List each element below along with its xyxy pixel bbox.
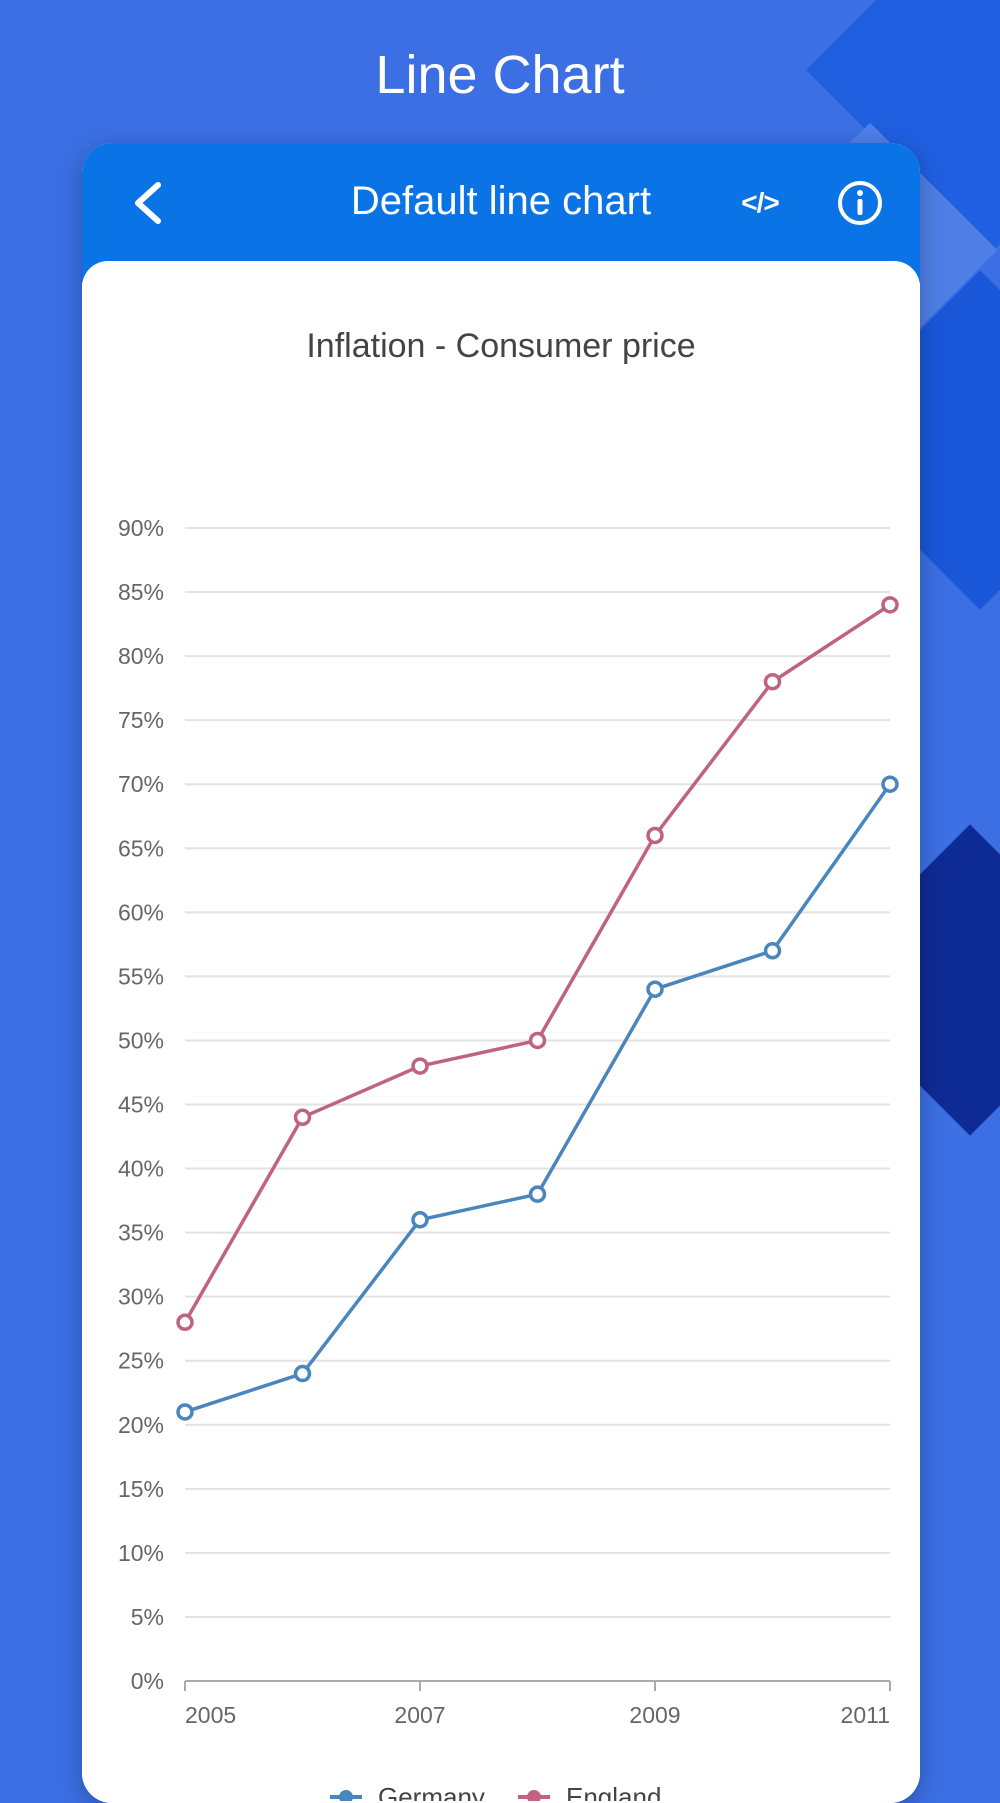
data-point-germany[interactable] — [881, 775, 899, 793]
y-tick-label: 25% — [118, 1348, 164, 1374]
legend: Germany England — [330, 1782, 661, 1801]
card-body: Inflation - Consumer price 0% 5% 10% 15% 20%… — [82, 261, 920, 1803]
y-tick-label: 90% — [118, 515, 164, 541]
data-point-england[interactable] — [293, 1108, 312, 1127]
y-tick-label: 50% — [118, 1027, 164, 1053]
card-header: Default line chart </> — [82, 143, 920, 283]
y-tick-label: 65% — [118, 835, 164, 861]
data-point-germany[interactable] — [176, 1403, 194, 1421]
info-icon — [838, 181, 882, 225]
y-tick-label: 30% — [118, 1284, 164, 1310]
y-tick-label: 10% — [118, 1540, 164, 1566]
y-tick-label: 15% — [118, 1476, 164, 1502]
y-tick-label: 5% — [131, 1604, 164, 1630]
legend-label: Germany — [378, 1782, 485, 1801]
y-tick-label: 20% — [118, 1412, 164, 1438]
chart-title: Inflation - Consumer price — [306, 327, 695, 365]
legend-item-germany[interactable]: Germany — [330, 1782, 485, 1801]
y-tick-label: 40% — [118, 1156, 164, 1182]
back-button[interactable] — [118, 173, 178, 233]
data-point-england[interactable] — [763, 672, 782, 691]
legend-swatch-dot — [527, 1790, 541, 1801]
y-tick-label: 45% — [118, 1092, 164, 1118]
chevron-left-icon — [135, 182, 161, 224]
data-point-england[interactable] — [411, 1057, 429, 1075]
chart-card: Default line chart </> Inflation - Consu… — [82, 143, 920, 1803]
x-tick-label: 2011 — [841, 1702, 890, 1728]
y-tick-label: 75% — [118, 707, 164, 733]
data-point-germany[interactable] — [763, 942, 782, 960]
data-point-germany[interactable] — [528, 1185, 547, 1203]
series-line-germany — [184, 783, 892, 1414]
y-tick-label: 70% — [118, 771, 164, 797]
x-tick-label: 2009 — [629, 1702, 680, 1728]
app-title: Line Chart — [375, 45, 625, 105]
x-tick-label: 2005 — [185, 1702, 236, 1728]
code-icon: </> — [741, 187, 779, 218]
legend-swatch-dot — [339, 1790, 353, 1801]
info-button[interactable] — [830, 173, 890, 233]
series-line-england — [183, 603, 891, 1324]
legend-label: England — [566, 1782, 661, 1801]
code-button[interactable]: </> — [730, 173, 790, 233]
y-tick-label: 60% — [118, 899, 164, 925]
data-point-england[interactable] — [881, 596, 899, 614]
grid-lines — [185, 527, 890, 1618]
data-point-england[interactable] — [176, 1313, 194, 1332]
series-lines — [176, 596, 899, 1421]
y-tick-label: 0% — [131, 1668, 164, 1694]
legend-item-england[interactable]: England — [518, 1782, 661, 1801]
line-chart: Inflation - Consumer price 0% 5% 10% 15% 20%… — [118, 327, 899, 1801]
x-tick-label: 2007 — [394, 1702, 445, 1728]
x-axis: 2005 2007 2009 2011 — [184, 1680, 891, 1728]
y-axis-ticks: 0% 5% 10% 15% 20% 25% 30% 35% 40% 45% 50% 55% 60% 65%… — [118, 515, 164, 1694]
y-tick-label: 85% — [118, 579, 164, 605]
data-point-england[interactable] — [528, 1031, 547, 1050]
data-point-germany[interactable] — [293, 1364, 312, 1383]
data-point-germany[interactable] — [411, 1211, 429, 1229]
data-point-germany[interactable] — [646, 980, 664, 998]
y-tick-label: 35% — [118, 1220, 164, 1246]
y-tick-label: 55% — [118, 963, 164, 989]
data-point-england[interactable] — [646, 826, 664, 845]
header-title: Default line chart — [350, 179, 652, 223]
y-tick-label: 80% — [118, 643, 164, 669]
